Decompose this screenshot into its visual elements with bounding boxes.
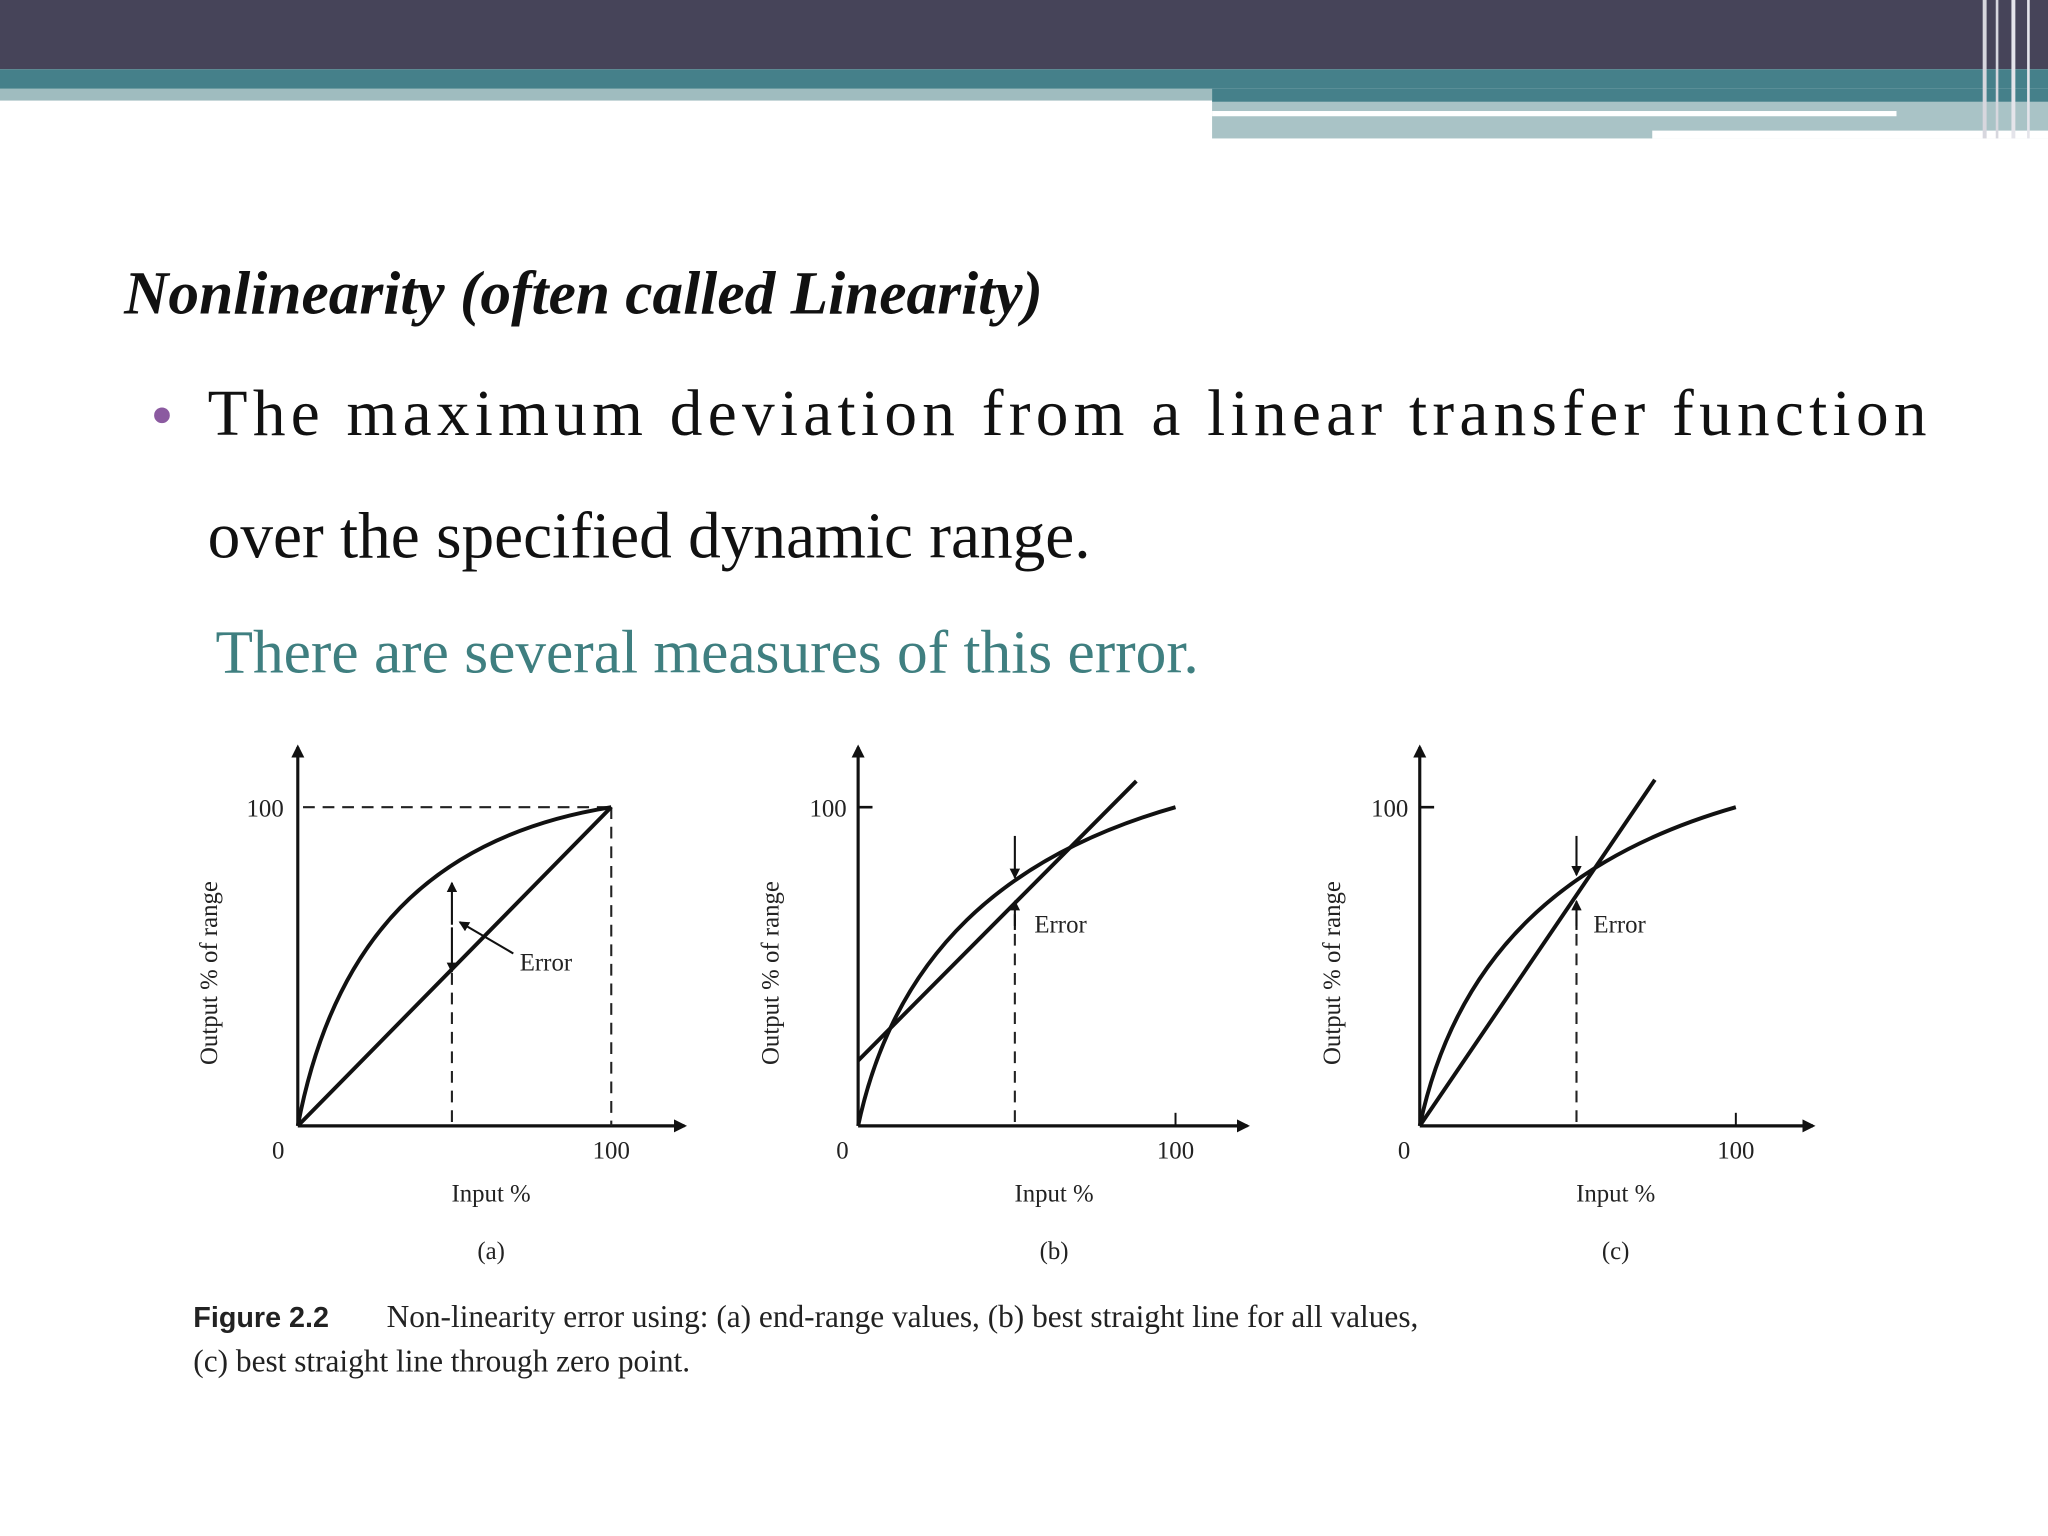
x-tick-label: 0 — [272, 1138, 284, 1165]
x-axis-label: Input % — [1576, 1181, 1655, 1208]
figure-labels: 100 0 100 Error Input % (a) Output % of … — [196, 795, 1755, 1265]
annotation: Error — [520, 949, 573, 976]
plot-a — [291, 744, 688, 1133]
y-tick-label: 100 — [809, 795, 846, 822]
x-axis-label: Input % — [1014, 1181, 1093, 1208]
figure-caption: (c) best straight line through zero poin… — [193, 1343, 690, 1378]
y-axis-label: Output % of range — [1319, 881, 1346, 1065]
figure-caption: Non-linearity error using: (a) end-range… — [387, 1299, 1419, 1334]
annotation: Error — [1593, 912, 1646, 939]
bullet-dot — [154, 407, 170, 424]
slide-title: Nonlinearity (often called Linearity) — [123, 259, 1043, 327]
y-axis-label: Output % of range — [196, 881, 223, 1065]
panel-caption: (c) — [1602, 1238, 1630, 1265]
panel-caption: (b) — [1040, 1238, 1069, 1265]
plot-c — [1413, 744, 1816, 1133]
plot-b — [851, 744, 1250, 1133]
annotation: Error — [1034, 912, 1087, 939]
x-tick-label: 0 — [1398, 1138, 1410, 1165]
x-tick-label: 100 — [593, 1138, 630, 1165]
y-axis-label: Output % of range — [757, 881, 784, 1065]
x-axis-label: Input % — [452, 1181, 531, 1208]
panel-caption: (a) — [477, 1238, 505, 1265]
x-tick-label: 0 — [836, 1138, 848, 1165]
bullet-line: The maximum deviation from a linear tran… — [208, 378, 1927, 450]
y-tick-label: 100 — [247, 795, 284, 822]
note: There are several measures of this error… — [216, 619, 1199, 687]
header-bars — [0, 0, 2048, 139]
x-tick-label: 100 — [1157, 1138, 1194, 1165]
bullet-line: over the specified dynamic range. — [208, 501, 1091, 573]
x-tick-label: 100 — [1717, 1138, 1754, 1165]
figure-number: Figure 2.2 — [193, 1302, 329, 1334]
y-tick-label: 100 — [1371, 795, 1408, 822]
